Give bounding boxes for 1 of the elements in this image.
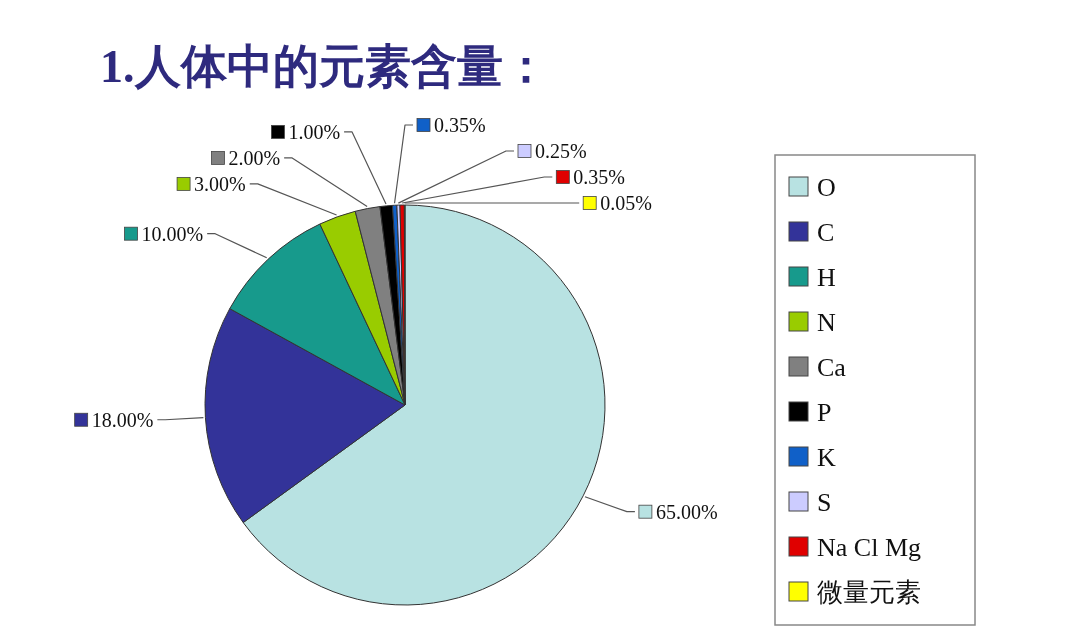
title: 1.人体中的元素含量：: [100, 41, 549, 92]
